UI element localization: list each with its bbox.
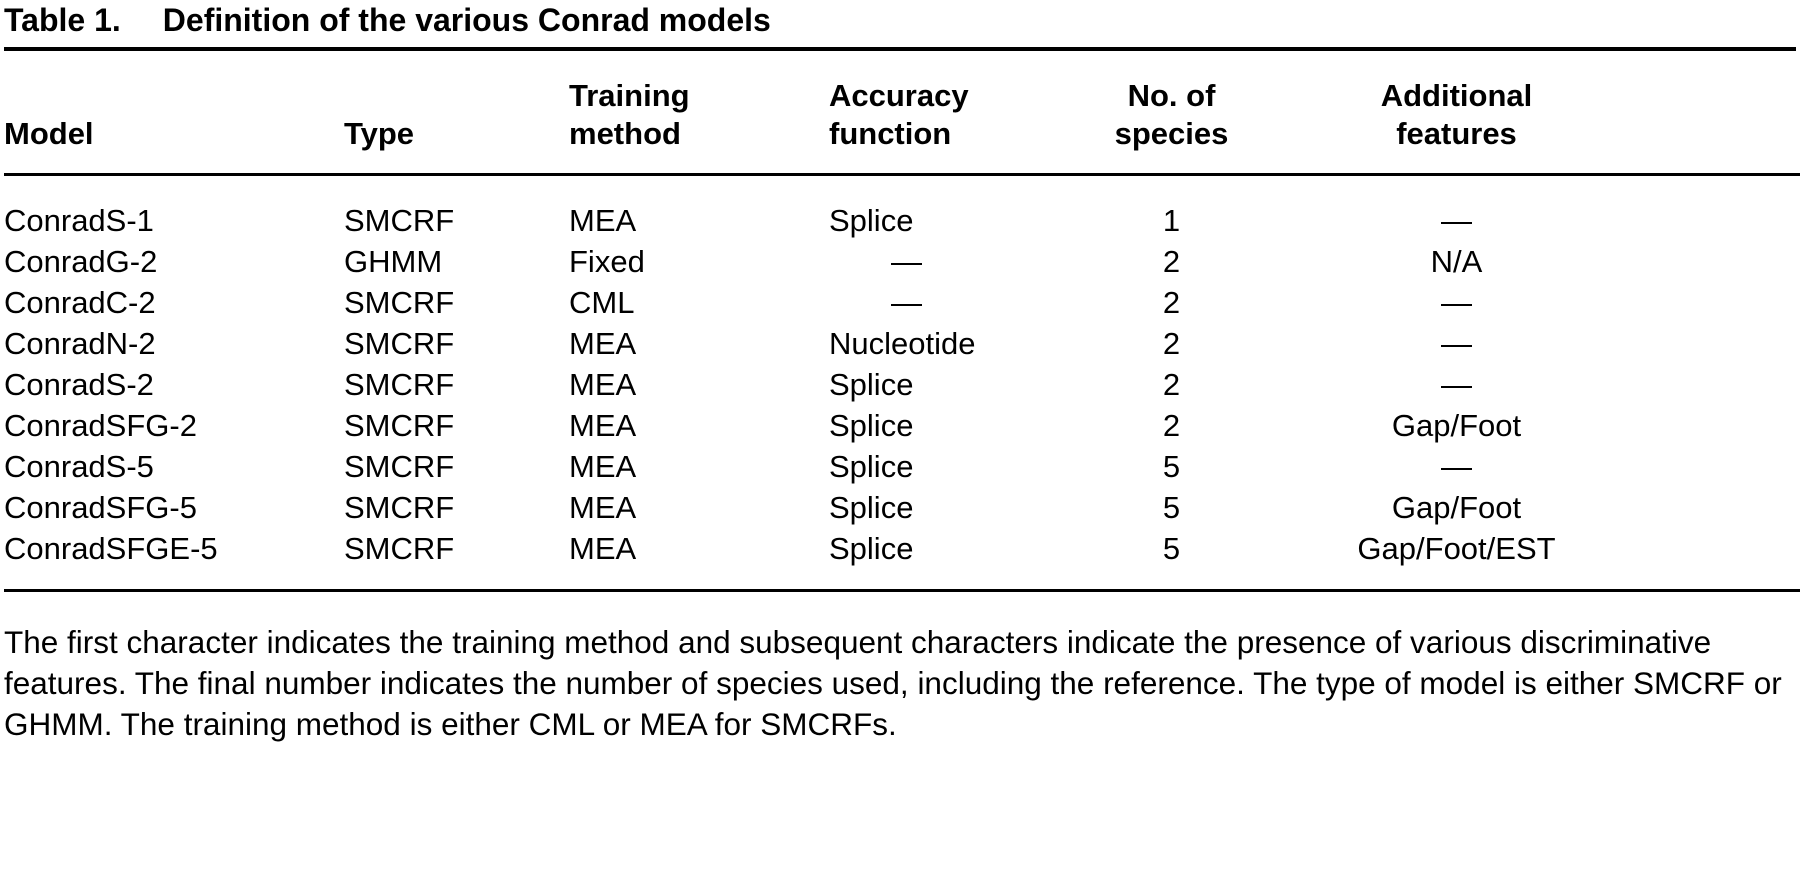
table-cell: SMCRF xyxy=(344,203,455,238)
table-cell: — xyxy=(1441,203,1472,238)
table-cell: 2 xyxy=(1162,285,1181,320)
table-title: Definition of the various Conrad models xyxy=(162,2,771,38)
table-cell: MEA xyxy=(569,531,637,566)
table-cell: MEA xyxy=(569,490,637,525)
table-cell: SMCRF xyxy=(344,408,455,443)
table-cell: SMCRF xyxy=(344,531,455,566)
table-cell: SMCRF xyxy=(344,490,455,525)
table-cell: 2 xyxy=(1162,326,1181,361)
table-caption: Table 1. Definition of the various Conra… xyxy=(4,2,1796,51)
table-row: ConradSFG-5 SMCRF MEA Splice 5 Gap/Foot xyxy=(4,487,1800,528)
table-cell: 5 xyxy=(1162,531,1181,566)
table-cell: ConradSFGE-5 xyxy=(4,531,218,566)
table-cell: Gap/Foot xyxy=(1391,408,1522,443)
table-cell: Splice xyxy=(829,449,914,484)
table-cell: MEA xyxy=(569,408,637,443)
table-cell: N/A xyxy=(1430,244,1483,279)
table-cell: — xyxy=(891,285,922,320)
table-cell: Splice xyxy=(829,490,914,525)
table-row: ConradSFG-2 SMCRF MEA Splice 2 Gap/Foot xyxy=(4,405,1800,446)
table-cell: ConradG-2 xyxy=(4,244,158,279)
column-header-model: Model xyxy=(4,116,94,151)
table-cell: SMCRF xyxy=(344,449,455,484)
table-cell: MEA xyxy=(569,203,637,238)
table-body: ConradS-1 SMCRF MEA Splice 1 — ConradG-2 GHMM Fi… xyxy=(4,175,1800,591)
table-cell: ConradSFG-2 xyxy=(4,408,197,443)
table-row: ConradC-2 SMCRF CML — 2 — xyxy=(4,282,1800,323)
table-cell: ConradS-5 xyxy=(4,449,154,484)
table-header: Model Type Training method Accuracy func… xyxy=(4,51,1800,175)
table-cell: 2 xyxy=(1162,244,1181,279)
table-cell: ConradN-2 xyxy=(4,326,156,361)
table-cell: 5 xyxy=(1162,449,1181,484)
column-header-type: Type xyxy=(344,116,415,151)
table-row: ConradN-2 SMCRF MEA Nucleotide 2 — xyxy=(4,323,1800,364)
table-cell: — xyxy=(1441,449,1472,484)
table-cell: Splice xyxy=(829,408,914,443)
table-cell: ConradC-2 xyxy=(4,285,156,320)
table-cell: Gap/Foot xyxy=(1391,490,1522,525)
table-cell: Splice xyxy=(829,531,914,566)
table-cell: — xyxy=(891,244,922,279)
table-cell: MEA xyxy=(569,449,637,484)
table-cell: 2 xyxy=(1162,367,1181,402)
table-cell: GHMM xyxy=(344,244,443,279)
table-cell: SMCRF xyxy=(344,285,455,320)
table-cell: Splice xyxy=(829,203,914,238)
table-cell: MEA xyxy=(569,367,637,402)
table-cell: ConradS-1 xyxy=(4,203,154,238)
table-cell: SMCRF xyxy=(344,326,455,361)
table-cell: ConradSFG-5 xyxy=(4,490,197,525)
column-header-training-method: Training method xyxy=(569,78,690,151)
table-cell: — xyxy=(1441,367,1472,402)
table-row: ConradS-2 SMCRF MEA Splice 2 — xyxy=(4,364,1800,405)
conrad-models-table: Model Type Training method Accuracy func… xyxy=(4,51,1800,592)
table-cell: Gap/Foot/EST xyxy=(1357,531,1556,566)
table-cell: 5 xyxy=(1162,490,1181,525)
table-cell: Nucleotide xyxy=(829,326,976,361)
table-footnote: The first character indicates the traini… xyxy=(4,624,1782,742)
table-cell: Fixed xyxy=(569,244,645,279)
table-cell: ConradS-2 xyxy=(4,367,154,402)
column-header-accuracy-function: Accuracy function xyxy=(829,78,969,151)
table-row: ConradSFGE-5 SMCRF MEA Splice 5 Gap/Foot/EST xyxy=(4,528,1800,591)
table-cell: Splice xyxy=(829,367,914,402)
table-cell: 2 xyxy=(1162,408,1181,443)
table-number-label: Table 1. xyxy=(4,2,121,38)
table-cell: CML xyxy=(569,285,635,320)
header-row: Model Type Training method Accuracy func… xyxy=(4,51,1800,175)
table-cell: SMCRF xyxy=(344,367,455,402)
table-cell: MEA xyxy=(569,326,637,361)
table-cell: 1 xyxy=(1162,203,1181,238)
table-row: ConradS-1 SMCRF MEA Splice 1 — xyxy=(4,175,1800,242)
table-row: ConradS-5 SMCRF MEA Splice 5 — xyxy=(4,446,1800,487)
table-row: ConradG-2 GHMM Fixed — 2 N/A xyxy=(4,241,1800,282)
table-cell: — xyxy=(1441,326,1472,361)
column-header-additional-features: Additional features xyxy=(1380,78,1533,151)
table-cell: — xyxy=(1441,285,1472,320)
column-header-no-of-species: No. of species xyxy=(1114,78,1229,151)
